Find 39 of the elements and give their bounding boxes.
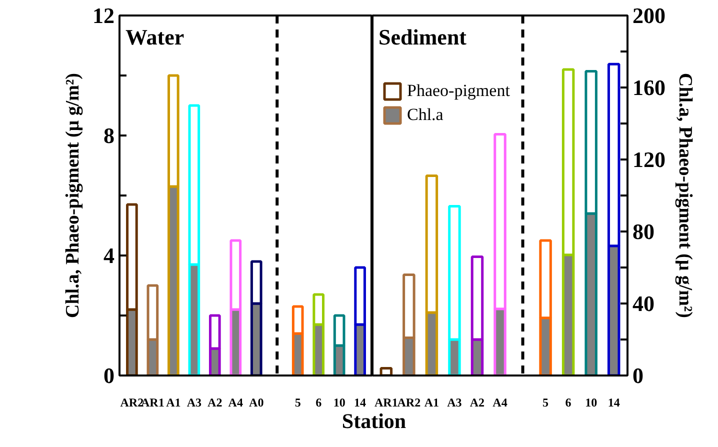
x-axis-title: Station <box>342 408 406 435</box>
x-tick-label: A1 <box>166 396 181 410</box>
x-tick-label: 6 <box>565 396 572 410</box>
x-tick-label: A3 <box>186 396 202 410</box>
y-tick-label: 0 <box>104 363 114 388</box>
x-tick-label: A2 <box>470 396 485 410</box>
y-tick-label: 8 <box>104 123 114 148</box>
x-tick-label: AR2 <box>120 396 144 410</box>
x-tick-label: A0 <box>249 396 264 410</box>
legend-label: Phaeo-pigment <box>407 81 510 101</box>
x-tick-label: AR1 <box>141 396 164 410</box>
bar <box>380 367 393 376</box>
x-tick-label: A1 <box>424 396 440 410</box>
x-tick-label: 10 <box>333 396 346 410</box>
y2-tick-label: 160 <box>632 75 666 100</box>
x-tick-label: 14 <box>354 396 366 410</box>
chart-title: Sediment <box>378 24 468 50</box>
x-tick-label: 5 <box>294 396 301 410</box>
y2-tick-label: 80 <box>632 219 654 244</box>
x-tick-label: A2 <box>208 396 222 410</box>
x-tick-label: A4 <box>228 396 243 410</box>
y-tick-label: 12 <box>92 3 114 28</box>
x-tick-label: 10 <box>585 396 598 410</box>
x-tick-label: 14 <box>608 396 620 410</box>
legend-label: Chl.a <box>407 105 444 125</box>
y2-tick-label: 120 <box>632 147 666 172</box>
y2-tick-label: 200 <box>632 3 666 28</box>
x-tick-label: AR2 <box>397 396 421 410</box>
y2-axis-title: Chl.a, Phaeo-pigment (μ g/m²) <box>674 73 696 318</box>
x-tick-label: A4 <box>492 396 508 410</box>
y-tick-label: 4 <box>104 243 114 268</box>
y2-tick-label: 0 <box>632 363 644 388</box>
x-tick-label: AR1 <box>374 396 398 410</box>
y-axis-title: Chl.a, Phaeo-pigment (μ g/m²) <box>62 73 84 318</box>
x-tick-label: 6 <box>316 396 322 410</box>
chart-title: Water <box>126 24 184 50</box>
x-tick-label: A3 <box>447 396 462 410</box>
x-tick-label: 5 <box>542 396 549 410</box>
y2-tick-label: 40 <box>632 291 654 316</box>
